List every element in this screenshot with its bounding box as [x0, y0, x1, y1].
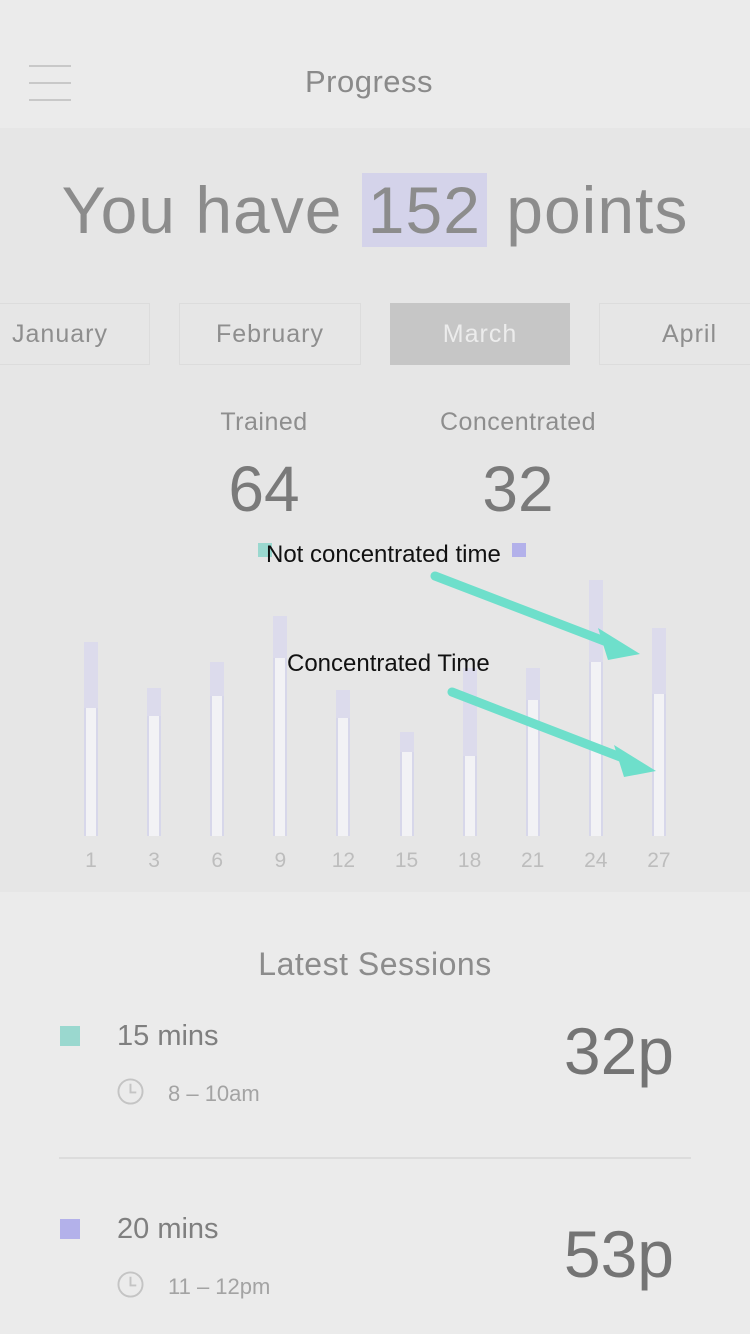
latest-sessions-title: Latest Sessions	[258, 946, 492, 982]
month-tab-march[interactable]: March	[390, 303, 570, 365]
session-duration: 20 mins	[117, 1213, 219, 1245]
bar-segment-concentrated	[273, 658, 288, 836]
bar-segment-not-concentrated	[336, 690, 351, 718]
session-color-swatch	[60, 1026, 80, 1046]
bar-segment-not-concentrated	[525, 668, 540, 700]
bar-segment-concentrated	[525, 700, 540, 836]
bar-segment-not-concentrated	[462, 668, 477, 756]
bar-segment-concentrated	[147, 716, 162, 836]
x-tick-label: 6	[211, 849, 224, 872]
session-color-swatch	[60, 1219, 80, 1239]
bar-segment-not-concentrated	[84, 642, 98, 708]
menu-line	[29, 65, 71, 67]
hamburger-menu-icon[interactable]	[29, 63, 71, 103]
x-tick-label: 12	[331, 849, 356, 872]
chart-bar	[651, 628, 666, 836]
session-points: 32p	[563, 1014, 674, 1088]
bar-segment-concentrated	[84, 708, 98, 836]
bar-segment-concentrated	[399, 752, 414, 836]
bar-segment-not-concentrated	[273, 616, 288, 658]
chart-bar	[525, 668, 540, 836]
bar-segment-concentrated	[651, 694, 666, 836]
chart-bar	[462, 668, 477, 836]
annotation-arrows	[430, 571, 656, 777]
headline-suffix: points	[486, 173, 689, 247]
bar-segment-not-concentrated	[210, 662, 225, 696]
concentrated-annotation: Concentrated Time	[287, 650, 490, 677]
chart-bar	[210, 662, 225, 836]
month-tab-february[interactable]: February	[179, 303, 361, 365]
trained-value: 64	[228, 453, 300, 525]
nav-bar: Progress	[0, 0, 750, 128]
concentrated-value: 32	[482, 453, 554, 525]
session-divider	[59, 1157, 691, 1159]
trained-legend-swatch	[258, 543, 272, 557]
not-concentrated-annotation: Not concentrated time	[266, 541, 501, 568]
x-tick-label: 27	[647, 849, 671, 872]
arrow-shaft	[447, 687, 633, 765]
chart-bar	[273, 616, 288, 836]
bar-segment-not-concentrated	[651, 628, 666, 694]
session-time: 8 – 10am	[168, 1081, 260, 1106]
menu-line	[29, 82, 71, 84]
page-title: Progress	[304, 64, 434, 99]
points-headline: You have 152 points	[0, 172, 750, 248]
x-tick-label: 24	[584, 849, 608, 872]
arrow-shaft	[430, 571, 617, 649]
bar-segment-concentrated	[462, 756, 477, 836]
session-points: 53p	[563, 1217, 674, 1291]
chart-bar	[399, 732, 414, 836]
arrow-head-icon	[614, 745, 656, 777]
x-tick-label: 3	[148, 849, 160, 872]
x-tick-label: 18	[457, 849, 482, 872]
menu-line	[29, 99, 71, 101]
clock-icon	[117, 1271, 144, 1298]
concentrated-label: Concentrated	[439, 408, 597, 436]
x-tick-label: 9	[274, 849, 287, 872]
month-tab-january[interactable]: January	[0, 303, 150, 365]
month-tab-april[interactable]: April	[599, 303, 750, 365]
points-value: 152	[361, 173, 487, 247]
arrow-head-icon	[598, 628, 640, 660]
x-tick-label: 1	[85, 849, 97, 872]
bar-segment-concentrated	[336, 718, 351, 836]
headline-prefix: You have	[61, 173, 362, 247]
month-selector: January February March April	[0, 303, 750, 367]
chart-bar	[147, 688, 162, 836]
bar-segment-concentrated	[210, 696, 225, 836]
concentrated-legend-swatch	[512, 543, 526, 557]
x-tick-label: 21	[521, 849, 545, 872]
x-tick-label: 15	[394, 849, 419, 872]
chart-bar	[84, 642, 98, 836]
session-time: 11 – 12pm	[168, 1274, 271, 1299]
bar-segment-not-concentrated	[399, 732, 414, 752]
clock-icon	[117, 1078, 144, 1105]
bar-segment-not-concentrated	[147, 688, 162, 716]
session-duration: 15 mins	[117, 1020, 219, 1052]
trained-label: Trained	[220, 408, 308, 436]
chart-bar	[336, 690, 351, 836]
